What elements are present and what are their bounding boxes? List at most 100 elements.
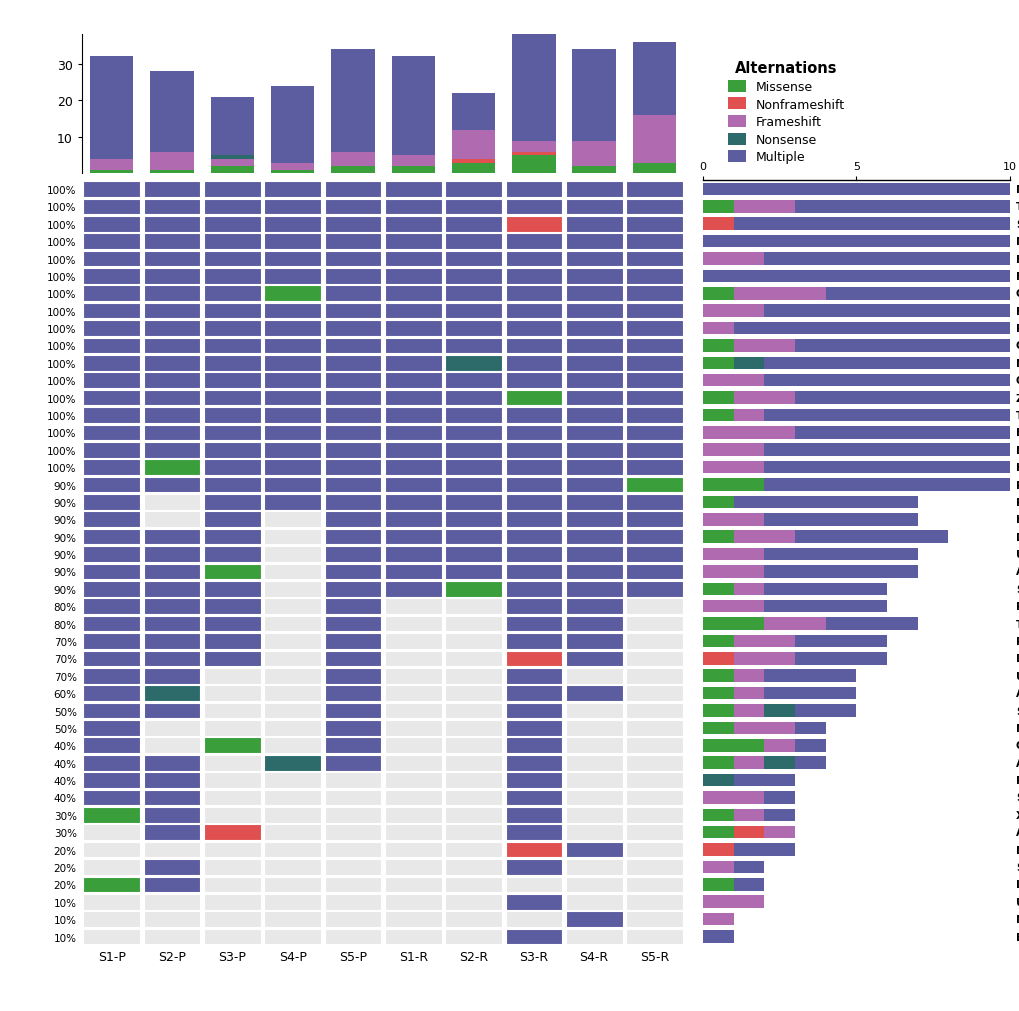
Bar <box>324 286 381 302</box>
Bar <box>204 859 261 875</box>
Bar <box>204 738 261 753</box>
Bar <box>384 443 441 458</box>
Bar <box>84 530 140 545</box>
Text: USH2A: USH2A <box>1015 671 1019 681</box>
Bar <box>512 153 555 156</box>
Bar <box>566 494 622 511</box>
Text: SOX9: SOX9 <box>1015 584 1019 594</box>
Bar <box>204 772 261 789</box>
Bar <box>702 652 733 665</box>
Bar <box>264 929 321 944</box>
Bar <box>264 303 321 319</box>
Bar <box>702 705 733 717</box>
Bar <box>444 738 501 753</box>
Bar <box>763 739 794 752</box>
Bar <box>264 286 321 302</box>
Bar <box>572 50 615 142</box>
Bar <box>384 859 441 875</box>
Bar <box>84 286 140 302</box>
Bar <box>444 407 501 424</box>
Bar <box>84 407 140 424</box>
Bar <box>444 929 501 944</box>
Bar <box>733 409 763 422</box>
Bar <box>566 216 622 233</box>
Bar <box>204 303 261 319</box>
Bar <box>733 531 794 543</box>
Text: NOTCH3: NOTCH3 <box>1015 445 1019 455</box>
Bar <box>204 912 261 927</box>
Bar <box>204 894 261 910</box>
Bar <box>384 547 441 562</box>
Bar <box>794 722 824 734</box>
Bar <box>204 721 261 736</box>
Bar <box>211 156 254 160</box>
Bar <box>264 373 321 388</box>
Bar <box>324 755 381 770</box>
Text: CSMD3: CSMD3 <box>1015 741 1019 750</box>
Bar <box>211 167 254 174</box>
Bar <box>702 670 733 682</box>
Bar <box>626 286 682 302</box>
Bar <box>566 790 622 806</box>
Bar <box>144 494 200 511</box>
Bar <box>733 340 794 353</box>
Bar <box>384 685 441 702</box>
Bar <box>384 199 441 215</box>
Bar <box>451 94 495 130</box>
Bar <box>204 842 261 857</box>
Bar <box>384 182 441 197</box>
Bar <box>204 755 261 770</box>
Bar <box>84 877 140 893</box>
Bar <box>144 339 200 354</box>
Bar <box>733 809 763 821</box>
Bar <box>702 392 733 404</box>
Bar <box>324 877 381 893</box>
Bar <box>144 668 200 683</box>
Bar <box>763 409 1009 422</box>
Bar <box>566 407 622 424</box>
Bar <box>733 357 763 370</box>
Bar <box>505 443 561 458</box>
Bar <box>144 512 200 528</box>
Bar <box>324 425 381 441</box>
Bar <box>384 634 441 649</box>
Bar <box>384 877 441 893</box>
Bar <box>324 790 381 806</box>
Bar <box>733 756 763 769</box>
Bar <box>626 494 682 511</box>
Bar <box>702 340 733 353</box>
Bar <box>144 199 200 215</box>
Bar <box>626 235 682 250</box>
Bar <box>384 216 441 233</box>
Bar <box>84 390 140 406</box>
Bar <box>204 269 261 284</box>
Text: MUC16: MUC16 <box>1015 237 1019 247</box>
Bar <box>444 581 501 598</box>
Bar <box>264 547 321 562</box>
Bar <box>505 356 561 371</box>
Bar <box>324 634 381 649</box>
Text: OBSCN: OBSCN <box>1015 376 1019 386</box>
Bar <box>733 670 763 682</box>
Bar <box>444 651 501 666</box>
Bar <box>632 42 676 116</box>
Bar <box>626 425 682 441</box>
Bar <box>505 477 561 492</box>
Bar <box>505 216 561 233</box>
Bar <box>204 460 261 475</box>
Bar <box>384 339 441 354</box>
Bar <box>702 565 763 578</box>
Bar <box>144 303 200 319</box>
Text: SMAD4: SMAD4 <box>1015 862 1019 872</box>
Bar <box>505 755 561 770</box>
Bar <box>264 425 321 441</box>
Bar <box>626 547 682 562</box>
Bar <box>144 772 200 789</box>
Bar <box>733 705 763 717</box>
Bar <box>444 912 501 927</box>
Bar <box>626 721 682 736</box>
Bar <box>204 634 261 649</box>
Bar <box>505 894 561 910</box>
Bar <box>264 407 321 424</box>
Bar <box>144 443 200 458</box>
